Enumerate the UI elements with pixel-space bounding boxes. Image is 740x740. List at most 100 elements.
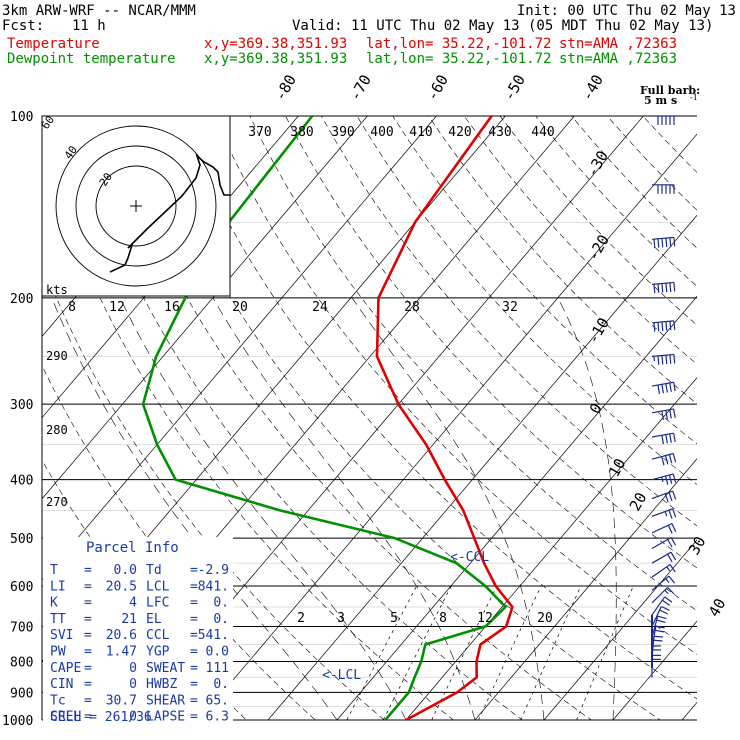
parcel-eq: = <box>84 596 92 611</box>
wind-barb-flag <box>673 382 676 392</box>
hodograph-axis-label: 24 <box>312 300 328 315</box>
parcel-eq: = <box>190 579 198 594</box>
parcel-value: 841. <box>198 579 229 594</box>
parcel-key: T <box>50 563 58 578</box>
wind-barb <box>651 408 676 421</box>
parcel-key: CCL <box>146 628 170 643</box>
wind-barb-flag <box>672 473 677 483</box>
wind-barb <box>651 452 677 466</box>
wind-barb-flag <box>673 433 676 443</box>
wind-barb-flag <box>661 283 664 293</box>
parcel-key: SVI <box>50 628 73 643</box>
wind-barb <box>651 536 677 549</box>
forecast-hour: 11 h <box>72 18 106 34</box>
parcel-eq: = <box>84 661 92 676</box>
hodograph-axis-label: 20 <box>232 300 248 315</box>
parcel-key: EL <box>146 612 162 627</box>
parcel-value: 65. <box>206 693 229 708</box>
wind-barb-flag <box>657 355 660 365</box>
wind-barb-flag <box>665 383 668 393</box>
wind-barb-flag <box>661 384 665 394</box>
parcel-eq: = <box>190 693 198 708</box>
wind-barb-half <box>664 589 669 595</box>
wind-barb-flag <box>661 238 664 248</box>
pressure-label: 900 <box>10 686 33 701</box>
isotherm-line <box>267 214 697 720</box>
wind-barb-flag <box>665 355 668 365</box>
dry-adiabat-line <box>106 116 592 720</box>
moist-adiabat-line <box>51 297 338 720</box>
pressure-label: 1000 <box>2 714 33 729</box>
wind-barb-flag <box>673 408 676 418</box>
dewpoint-legend-latlon: lat,lon= 35.22,-101.72 <box>366 51 552 67</box>
wind-barb <box>651 551 677 564</box>
pressure-label: 800 <box>10 655 33 670</box>
parcel-eq: = <box>190 677 198 692</box>
wind-barb-flag <box>667 539 673 548</box>
parcel-eq: = <box>190 628 198 643</box>
parcel-value: 6.3 <box>206 710 229 725</box>
parcel-eq: = <box>84 563 92 578</box>
wind-barb-flag <box>665 410 668 420</box>
isotherm-label: -50 <box>500 72 529 104</box>
wind-barb-flag <box>670 551 677 561</box>
pressure-label: 300 <box>10 398 33 413</box>
wind-barb <box>652 115 675 125</box>
wind-barb-flag <box>653 284 656 294</box>
parcel-eq: = <box>190 612 198 627</box>
hodograph-axis-label: 8 <box>68 300 76 315</box>
parcel-value: 0.0 <box>206 645 229 660</box>
wind-barb-half <box>665 578 670 583</box>
pressure-label: 100 <box>10 110 33 125</box>
wind-barb <box>651 564 676 578</box>
parcel-value: 0 <box>129 661 137 676</box>
parcel-eq: = <box>190 563 198 578</box>
wind-barb-flag <box>657 615 667 620</box>
wind-barb <box>651 281 676 294</box>
theta-label: 380 <box>290 125 313 140</box>
mixing-ratio-label: 2 <box>297 611 305 626</box>
wind-barb-flag <box>664 493 669 503</box>
parcel-info-panel <box>43 537 233 723</box>
mixing-ratio-label: 5 <box>390 611 398 626</box>
wind-barb-flag <box>661 599 671 606</box>
temperature-profile <box>375 116 514 720</box>
mixing-ratio-label: 3 <box>337 611 345 626</box>
wind-barb <box>652 184 675 194</box>
wind-barb-flag <box>673 320 676 330</box>
theta-label: 420 <box>448 125 471 140</box>
theta-label: 440 <box>531 125 554 140</box>
parcel-value: 20.5 <box>106 579 137 594</box>
wind-barb-flag <box>665 283 668 293</box>
temperature-legend-station: stn=AMA ,72363 <box>559 36 678 52</box>
mixing-ratio-label: 8 <box>439 611 447 626</box>
theta-label: 400 <box>370 125 393 140</box>
wind-barb <box>651 596 673 616</box>
pressure-label: 200 <box>10 292 33 307</box>
parcel-key: CAPE <box>50 661 81 676</box>
dewpoint-legend-xy: x,y=369.38,351.93 <box>204 51 348 67</box>
wind-barb-shaft <box>651 381 674 387</box>
lcl-label: <-LCL <box>322 668 361 683</box>
theta-label: 370 <box>248 125 271 140</box>
parcel-value: 30.7 <box>106 693 137 708</box>
hodograph-axis-label: 28 <box>404 300 420 315</box>
parcel-key: LI <box>50 579 66 594</box>
wind-barb-half <box>661 476 664 483</box>
dry-adiabat-line <box>178 116 697 700</box>
parcel-value: 0. <box>213 677 229 692</box>
barb-legend-exponent: -1 <box>690 93 698 102</box>
hodograph-ring-label: 60 <box>39 113 57 131</box>
hodograph-trace <box>109 153 230 273</box>
isotherm-line <box>42 116 437 581</box>
parcel-key: CIN <box>50 677 73 692</box>
wind-barb-shaft <box>651 551 672 564</box>
wind-barb-shaft <box>651 596 666 616</box>
wind-barb-half <box>666 566 671 572</box>
wind-barb-flag <box>653 635 663 638</box>
parcel-key: Tc <box>50 693 66 708</box>
wind-barb <box>651 236 676 249</box>
valid-time: Valid: 11 UTC Thu 02 May 13 (05 MDT Thu … <box>292 18 714 34</box>
barb-legend-value: 5 m s <box>644 94 677 107</box>
wind-barb-flag <box>661 605 670 611</box>
